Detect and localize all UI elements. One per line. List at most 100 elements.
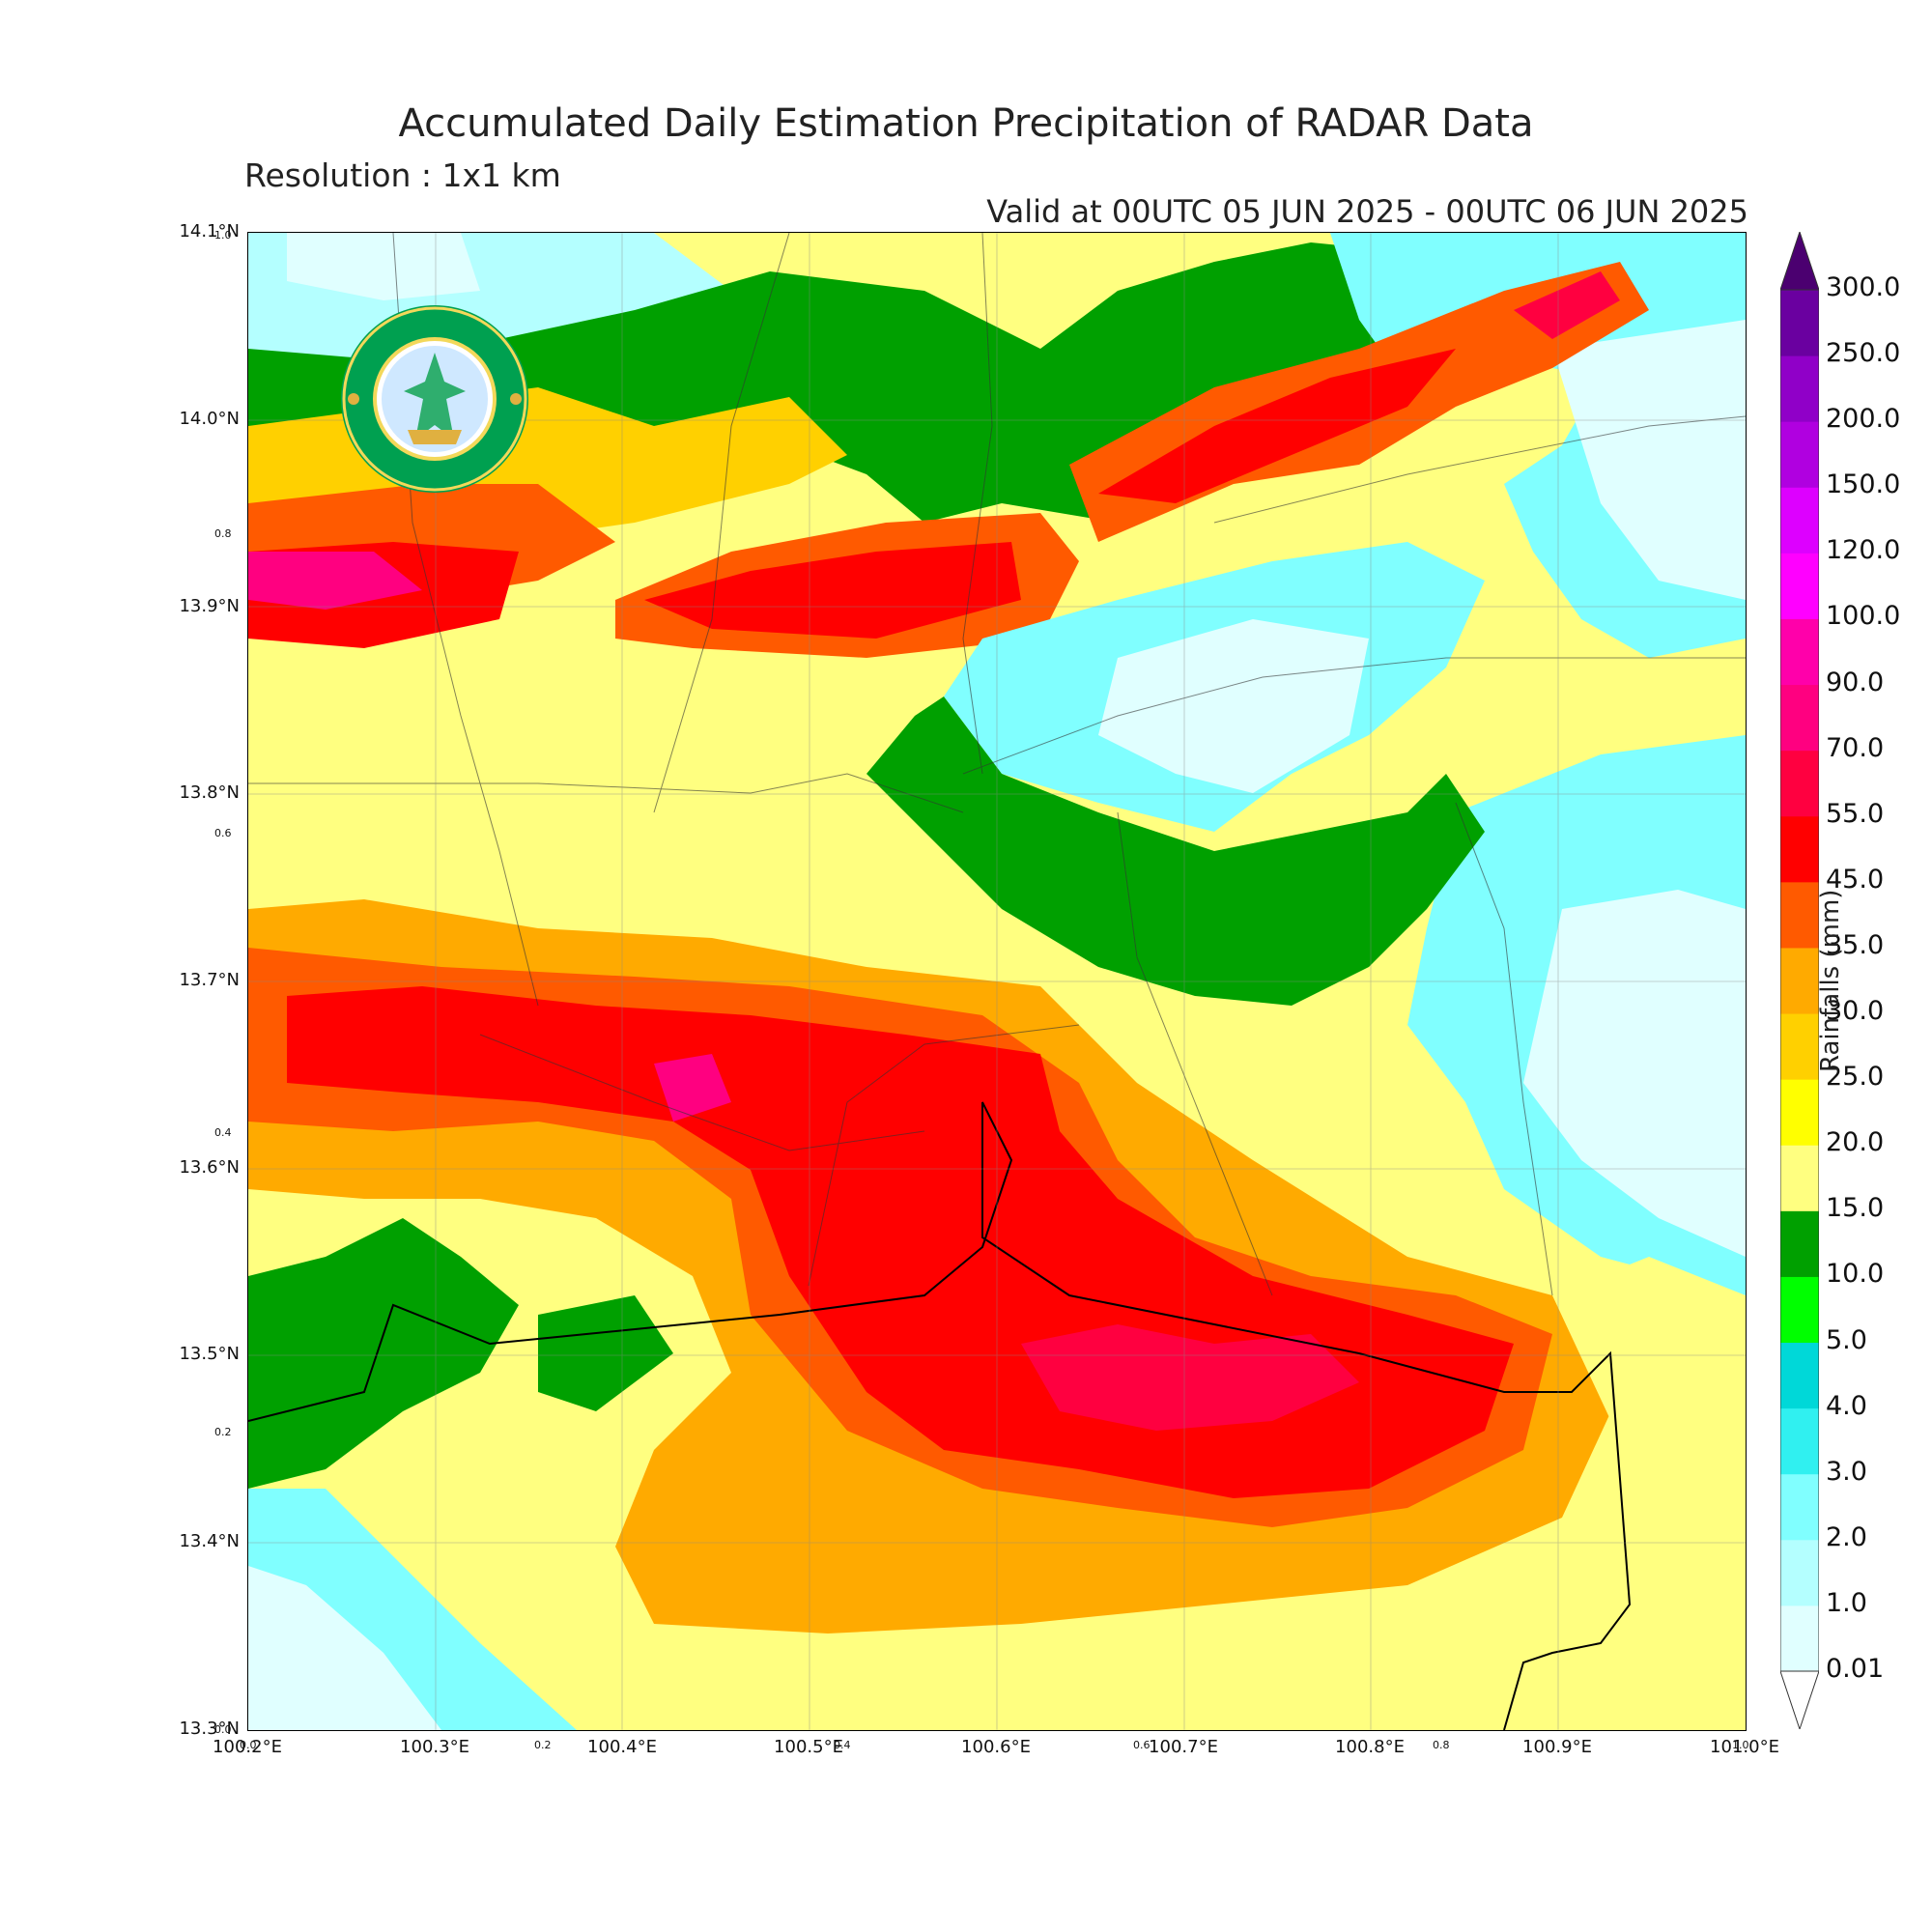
lat-tick: 14.1°N: [179, 221, 240, 242]
lon-tick: 100.2°E: [213, 1737, 282, 1757]
colorbar-level-label: 15.0: [1826, 1193, 1885, 1224]
lat-tick: 13.5°N: [179, 1344, 240, 1364]
colorbar-swatch: [1780, 421, 1819, 488]
colorbar-swatch: [1780, 815, 1819, 883]
colorbar-level-label: 55.0: [1826, 798, 1885, 829]
lat-tick: 13.9°N: [179, 596, 240, 616]
colorbar-swatch: [1780, 553, 1819, 619]
gridlines: [248, 233, 1746, 1730]
colorbar-swatch: [1780, 1013, 1819, 1080]
lat-tick: 13.6°N: [179, 1157, 240, 1178]
zone-pink-s: [654, 1054, 731, 1122]
colorbar-level-label: 70.0: [1826, 732, 1885, 763]
zone-pink-nw: [248, 552, 422, 610]
colorbar-level-label: 2.0: [1826, 1521, 1867, 1552]
minor-lon-tick: 0.2: [534, 1739, 552, 1751]
colorbar-level-label: 25.0: [1826, 1062, 1885, 1093]
colorbar-level-label: 1.0: [1826, 1587, 1867, 1618]
zone-trace-sw: [248, 1566, 441, 1730]
lon-tick: 100.4°E: [587, 1737, 657, 1757]
colorbar-swatch: [1780, 1079, 1819, 1146]
colorbar-level-label: 150.0: [1826, 469, 1901, 500]
lat-tick: 13.8°N: [179, 782, 240, 803]
lat-tick: 13.3°N: [179, 1719, 240, 1739]
colorbar-level-label: 30.0: [1826, 996, 1885, 1027]
colorbar-swatch: [1780, 1407, 1819, 1475]
minor-lon-tick: 0.4: [834, 1739, 851, 1751]
zone-trace-ne: [1552, 320, 1746, 600]
minor-lat-tick: 1.0: [214, 229, 232, 242]
colorbar-swatch: [1780, 290, 1819, 356]
minor-lat-tick: 0.2: [214, 1426, 232, 1438]
colorbar-level-label: 5.0: [1826, 1324, 1867, 1355]
colorbar-swatch: [1780, 1276, 1819, 1344]
zone-crimson-s: [1021, 1324, 1359, 1431]
zone-red-n: [644, 542, 1021, 639]
minor-lat-tick: 0.6: [214, 827, 232, 839]
colorbar-swatch: [1780, 750, 1819, 817]
colorbar-swatch: [1780, 1473, 1819, 1541]
zone-crimson-ne: [1514, 271, 1620, 339]
colorbar-swatch: [1780, 1539, 1819, 1606]
chart-title: Accumulated Daily Estimation Precipitati…: [398, 101, 1534, 146]
colorbar-level-label: 10.0: [1826, 1259, 1885, 1290]
zone-green-sw: [248, 1218, 519, 1489]
zone-red-ne: [1098, 349, 1456, 503]
colorbar-swatch: [1780, 1342, 1819, 1409]
colorbar-swatch: [1780, 618, 1819, 686]
colorbar-frame: [1780, 289, 1819, 1672]
minor-lon-tick: 0.8: [1433, 1739, 1450, 1751]
colorbar-title: Rainfalls (mm): [1816, 889, 1845, 1072]
zone-trace-rain: [287, 233, 480, 300]
lon-tick: 100.6°E: [961, 1737, 1031, 1757]
lon-tick: 100.9°E: [1522, 1737, 1592, 1757]
lat-tick: 13.4°N: [179, 1531, 240, 1551]
colorbar-level-label: 4.0: [1826, 1390, 1867, 1421]
rainfall-field: [248, 233, 1746, 1730]
minor-lon-tick: 0.0: [240, 1739, 257, 1751]
colorbar-swatch: [1780, 355, 1819, 422]
colorbar-swatch: [1780, 1210, 1819, 1277]
colorbar-level-label: 0.01: [1826, 1654, 1885, 1684]
region-boundary: [248, 1101, 1632, 1730]
colorbar-level-label: 3.0: [1826, 1456, 1867, 1487]
lon-tick: 101.0°E: [1710, 1737, 1779, 1757]
colorbar-level-label: 20.0: [1826, 1127, 1885, 1158]
colorbar-level-label: 45.0: [1826, 864, 1885, 895]
zone-green-c: [867, 696, 1485, 1006]
colorbar-swatch: [1780, 1145, 1819, 1211]
minor-lat-tick: 0.4: [214, 1126, 232, 1139]
tmd-logo: [341, 305, 528, 493]
colorbar-level-label: 90.0: [1826, 667, 1885, 697]
colorbar-level-label: 35.0: [1826, 929, 1885, 960]
colorbar-swatch: [1780, 1605, 1819, 1672]
colorbar-swatch: [1780, 881, 1819, 949]
zone-trace-c: [1098, 619, 1369, 793]
resolution-label: Resolution : 1x1 km: [244, 156, 561, 194]
colorbar-swatch: [1780, 487, 1819, 554]
colorbar-level-label: 200.0: [1826, 404, 1901, 435]
colorbar-level-label: 100.0: [1826, 601, 1901, 632]
lon-tick: 100.5°E: [774, 1737, 843, 1757]
minor-lat-tick: 0.0: [214, 1723, 232, 1736]
colorbar-swatch: [1780, 947, 1819, 1014]
minor-lon-tick: 1.0: [1732, 1739, 1749, 1751]
lon-tick: 100.7°E: [1149, 1737, 1218, 1757]
lat-tick: 13.7°N: [179, 970, 240, 990]
minor-lat-tick: 0.8: [214, 527, 232, 540]
colorbar-level-label: 300.0: [1826, 272, 1901, 302]
valid-time-label: Valid at 00UTC 05 JUN 2025 - 00UTC 06 JU…: [986, 193, 1748, 230]
lat-tick: 14.0°N: [179, 409, 240, 429]
colorbar-swatch: [1780, 684, 1819, 752]
precipitation-map: [247, 232, 1747, 1731]
zone-yellow-se: [1504, 1257, 1746, 1730]
minor-lon-tick: 0.6: [1133, 1739, 1151, 1751]
lon-tick: 100.3°E: [400, 1737, 469, 1757]
colorbar-level-label: 250.0: [1826, 338, 1901, 369]
zone-green-sw2: [538, 1295, 673, 1411]
lon-tick: 100.8°E: [1335, 1737, 1405, 1757]
colorbar-level-label: 120.0: [1826, 535, 1901, 566]
colorbar-over-triangle: [1780, 232, 1819, 291]
colorbar-under-triangle: [1780, 1670, 1819, 1729]
colorbar: [1780, 232, 1819, 1729]
